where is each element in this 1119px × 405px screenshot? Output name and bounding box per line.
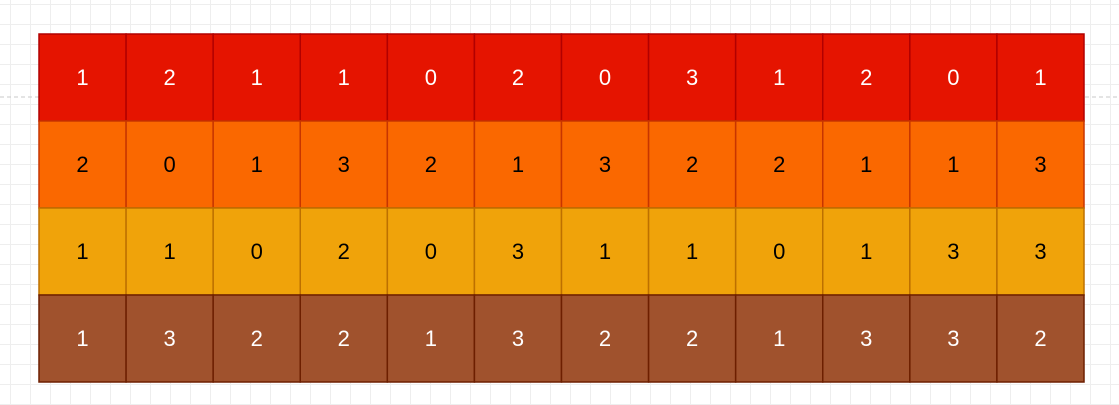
cell (38, 207, 127, 296)
cell (386, 294, 476, 383)
cell (299, 207, 389, 296)
cell-value: 3 (1034, 239, 1046, 264)
cell-value: 0 (947, 65, 959, 90)
cell-value: 2 (773, 152, 785, 177)
cell-value: 2 (164, 65, 176, 90)
cell-value: 1 (1034, 65, 1046, 90)
cell-value: 1 (599, 239, 611, 264)
cell (299, 294, 389, 383)
cell-value: 1 (164, 239, 176, 264)
cell-value: 3 (947, 239, 959, 264)
cell-value: 2 (76, 152, 88, 177)
cell-value: 1 (860, 152, 872, 177)
cell-value: 1 (512, 152, 524, 177)
cell (212, 120, 302, 209)
cell-value: 3 (512, 326, 524, 351)
cell-value: 3 (338, 152, 350, 177)
cell-value: 1 (251, 152, 263, 177)
cell-value: 2 (686, 326, 698, 351)
cell-value: 3 (512, 239, 524, 264)
cell-value: 2 (599, 326, 611, 351)
cell (996, 120, 1085, 209)
cell (125, 207, 214, 296)
cell-value: 1 (251, 65, 263, 90)
cell (560, 120, 650, 209)
cell-value: 1 (686, 239, 698, 264)
cell-value: 0 (164, 152, 176, 177)
cell-value: 1 (76, 326, 88, 351)
cell-value: 3 (947, 326, 959, 351)
cell (822, 294, 911, 383)
cell-value: 2 (425, 152, 437, 177)
cell (647, 294, 737, 383)
cell-value: 2 (686, 152, 698, 177)
cell (647, 207, 737, 296)
cell (734, 294, 824, 383)
cell (473, 207, 563, 296)
cell-value: 1 (860, 239, 872, 264)
cell (647, 120, 737, 209)
cell-value: 3 (164, 326, 176, 351)
cell (473, 294, 563, 383)
cell-value: 2 (1034, 326, 1046, 351)
cell (996, 294, 1085, 383)
cell (38, 120, 127, 209)
cell-value: 0 (251, 239, 263, 264)
cell-value: 2 (338, 326, 350, 351)
cell (734, 207, 824, 296)
cell-value: 2 (338, 239, 350, 264)
cell-value: 3 (860, 326, 872, 351)
cell-value: 1 (425, 326, 437, 351)
cell (125, 33, 214, 122)
cell-value: 3 (599, 152, 611, 177)
cell (909, 294, 998, 383)
cell (909, 120, 998, 209)
cell (386, 120, 476, 209)
cell-value: 2 (512, 65, 524, 90)
cell-value: 1 (773, 65, 785, 90)
cell-value: 2 (251, 326, 263, 351)
cell (212, 207, 302, 296)
cell (734, 33, 824, 122)
cell (822, 33, 911, 122)
cell-value: 2 (860, 65, 872, 90)
cell-value: 3 (686, 65, 698, 90)
cell (125, 294, 214, 383)
cell (996, 207, 1085, 296)
cell-value: 1 (947, 152, 959, 177)
cell-value: 0 (425, 65, 437, 90)
cell (473, 120, 563, 209)
cell-value: 1 (76, 65, 88, 90)
cell-value: 1 (76, 239, 88, 264)
cell (909, 207, 998, 296)
cell-value: 1 (773, 326, 785, 351)
cell (909, 33, 998, 122)
cell-value: 3 (1034, 152, 1046, 177)
cell-value: 0 (773, 239, 785, 264)
cell-value: 0 (599, 65, 611, 90)
cell (647, 33, 737, 122)
cell-value: 0 (425, 239, 437, 264)
cell (386, 207, 476, 296)
cell-value: 1 (338, 65, 350, 90)
cell (212, 294, 302, 383)
cell (822, 207, 911, 296)
cell-grid: 1 2 1 1 0 2 0 3 1 2 0 1 2 0 1 3 2 1 3 2 2 1 1 3 1 1 0 2 0 3 1 1 0 1 3 3 1 3 2 2… (38, 33, 1085, 383)
cell (734, 120, 824, 209)
